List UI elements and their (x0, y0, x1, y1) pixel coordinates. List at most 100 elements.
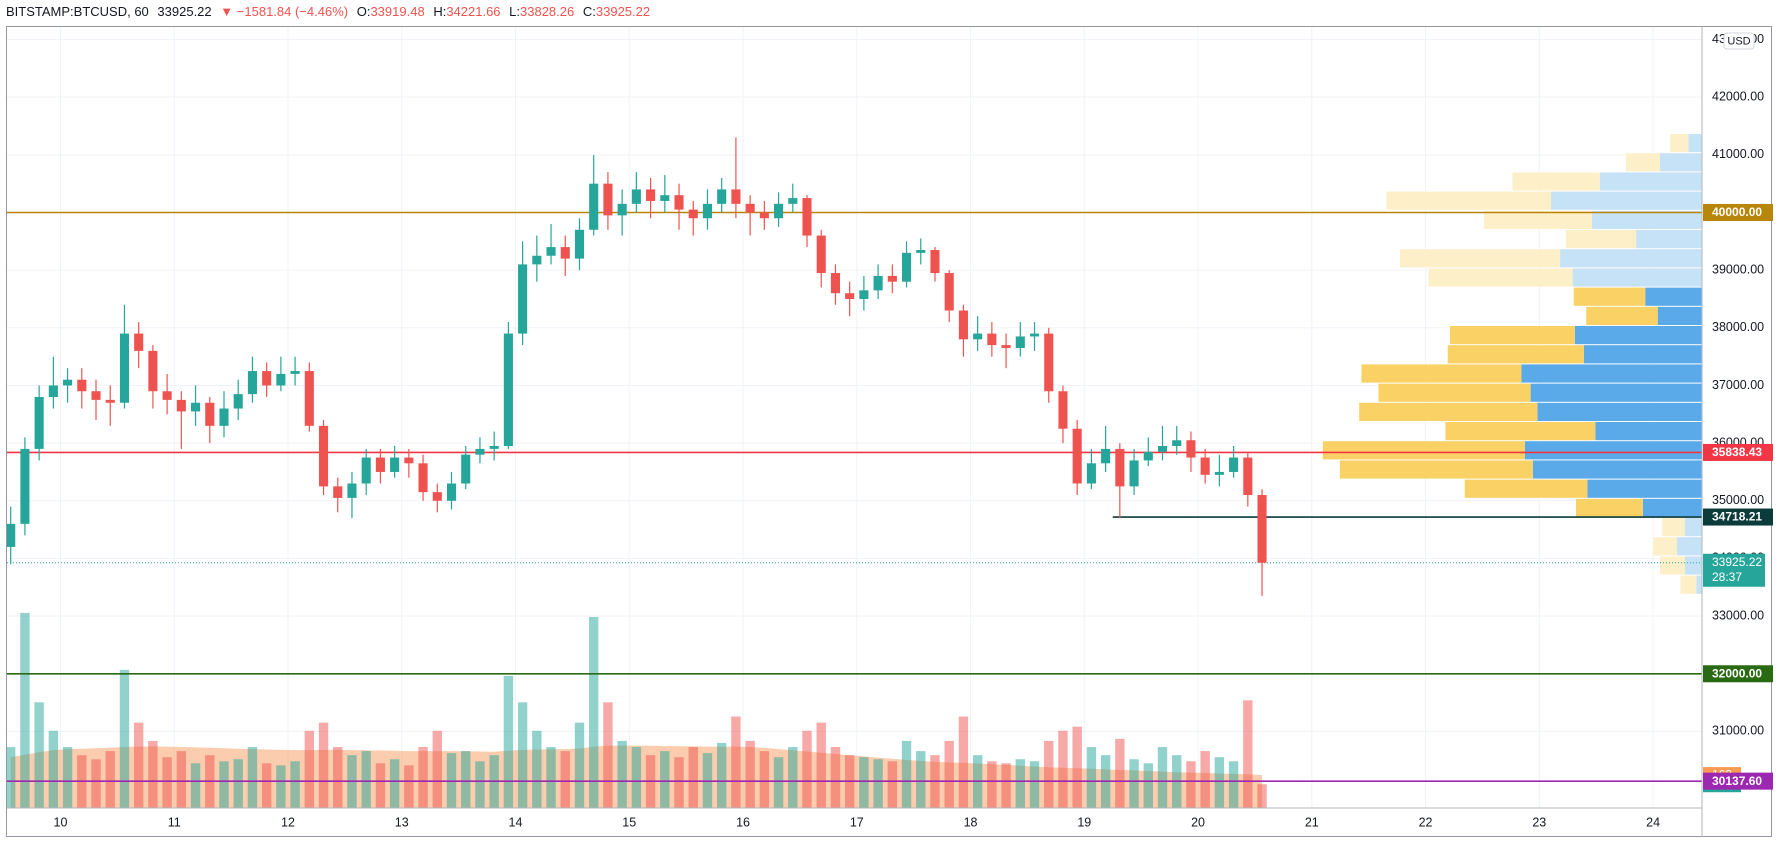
y-tick-label: 37000.00 (1712, 378, 1764, 392)
x-tick-label: 16 (736, 815, 750, 829)
profile-down (1670, 133, 1689, 153)
candle-body (830, 273, 840, 294)
volume-bar (1200, 751, 1210, 808)
profile-down (1484, 210, 1592, 230)
profile-up (1521, 364, 1702, 383)
profile-down (1565, 230, 1637, 249)
volume-bar (859, 757, 869, 808)
volume-bar (887, 761, 898, 808)
candle-body (276, 373, 286, 386)
candle-body (845, 293, 855, 299)
volume-bar (788, 747, 798, 808)
volume-bar (745, 740, 755, 808)
level-badge (1703, 203, 1773, 221)
ohlc-key: C: (582, 4, 596, 19)
x-tick-label: 23 (1532, 815, 1546, 829)
volume-bar (432, 730, 442, 808)
candle-body (91, 391, 101, 400)
volume-bar (91, 759, 101, 808)
level-badge (1703, 508, 1773, 526)
candle-body (717, 189, 727, 204)
profile-down (1361, 364, 1522, 383)
volume-bar (1044, 740, 1054, 808)
candle-body (48, 385, 58, 398)
ohlc-key: H: (433, 4, 447, 19)
candle-body (1243, 457, 1253, 496)
candle-body (788, 198, 798, 204)
profile-up (1572, 268, 1702, 287)
candle-body (162, 391, 172, 400)
volume-bar (105, 751, 115, 808)
profile-up (1684, 556, 1702, 575)
volume-bar (916, 751, 926, 808)
volume-bar (987, 761, 997, 808)
candle-body (660, 195, 670, 201)
profile-down (1400, 249, 1561, 268)
volume-bar (1086, 747, 1097, 808)
y-tick-label: 31000.00 (1712, 724, 1764, 738)
candle-body (333, 486, 343, 498)
candles (6, 137, 1267, 596)
profile-down (1339, 460, 1533, 479)
candle-body (461, 454, 471, 484)
candle-body (205, 402, 215, 426)
candle-body (745, 203, 755, 213)
volume-bar (20, 612, 30, 808)
profile-up (1587, 479, 1702, 498)
ohlc-value: 34221.66 (446, 4, 501, 19)
candle-body (404, 457, 414, 464)
profile-down (1586, 306, 1658, 326)
candle-body (6, 523, 16, 547)
candle-body (446, 483, 457, 501)
profile-down (1625, 153, 1660, 172)
profile-up (1696, 575, 1702, 594)
candle-body (1101, 448, 1111, 464)
candle-body (973, 333, 983, 340)
level-badge-label: 32000.00 (1712, 666, 1762, 680)
candle-body (134, 333, 144, 351)
candle-body (503, 333, 513, 447)
candle-body (290, 371, 300, 374)
candle-body (119, 333, 130, 403)
volume-pane (6, 612, 1267, 808)
volume-bar (176, 751, 187, 808)
volume-bar (773, 757, 784, 808)
volume-bar (560, 751, 570, 808)
profile-up (1551, 191, 1702, 210)
candle-body (873, 275, 883, 291)
candle-body (674, 195, 684, 210)
currency-label: USD (1727, 35, 1750, 47)
candle-body (930, 249, 940, 274)
candle-body (247, 371, 257, 395)
candle-body (148, 350, 158, 392)
candle-body (859, 290, 869, 299)
volume-bar (361, 751, 371, 808)
y-tick-label: 41000.00 (1712, 147, 1764, 161)
x-tick-label: 19 (1077, 815, 1091, 829)
candle-body (1086, 463, 1096, 484)
candle-body (1229, 457, 1239, 472)
price-badges: 16211740000.0035838.4334718.2132000.0030… (1703, 203, 1773, 793)
volume-bar (6, 747, 16, 808)
profile-down (1659, 556, 1685, 575)
candle-body (1214, 471, 1224, 475)
candle-body (77, 379, 87, 392)
candle-body (432, 492, 442, 501)
legend-header: BITSTAMP:BTCUSD, 60 33925.22 ▼ −1581.84 … (6, 4, 655, 19)
candle-body (617, 203, 627, 216)
candle-body (631, 189, 641, 204)
level-badge (1703, 665, 1773, 683)
volume-bar (1243, 700, 1253, 808)
candle-body (262, 371, 272, 386)
x-tick-label: 12 (281, 815, 295, 829)
candle-body (489, 446, 499, 449)
candle-body (887, 275, 897, 282)
candle-body (1257, 495, 1267, 563)
time-axis-bg (7, 808, 1702, 837)
level-badge-label: 35838.43 (1712, 445, 1762, 459)
profile-down (1464, 479, 1588, 498)
candle-body (475, 448, 485, 455)
candle-body (901, 252, 912, 282)
profile-down (1322, 441, 1525, 460)
